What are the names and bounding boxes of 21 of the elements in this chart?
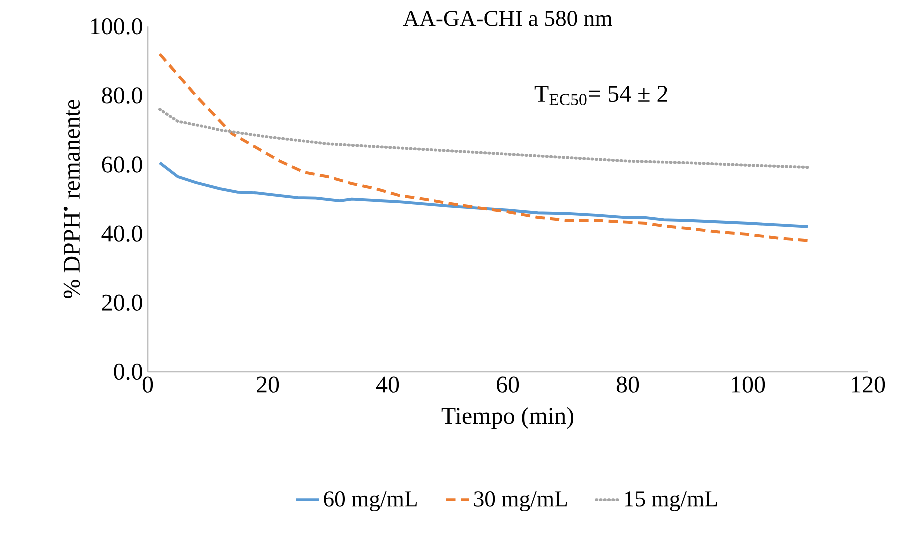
y-tick-label: 80.0 (102, 88, 142, 104)
chart-title: AA-GA-CHI a 580 nm (403, 11, 612, 26)
y-axis-title: % DPPH$^{•}$ remanente (64, 100, 80, 298)
y-tick-label: 0.0 (114, 364, 142, 380)
x-axis-title: Tiempo (min) (442, 407, 574, 430)
annotation: T$_{EC50}$= 54 ± 2 (534, 86, 668, 106)
legend-label: 30 mg/mL (474, 492, 568, 512)
x-tick-label: 40 (376, 376, 400, 393)
x-tick-label: 120 (852, 376, 886, 393)
x-tick-label: 20 (257, 376, 280, 393)
x-tick-label: 80 (616, 376, 640, 393)
line-series (158, 108, 810, 170)
x-tick-label: 0 (142, 376, 154, 393)
legend-label: 60 mg/mL (324, 492, 417, 512)
y-tick-label: 20.0 (102, 294, 142, 312)
legend-label: 15 mg/mL (625, 492, 718, 512)
y-tick-label: 100.0 (91, 18, 142, 35)
x-tick-label: 60 (497, 376, 520, 393)
y-tick-label: 60.0 (102, 156, 142, 173)
y-tick-label: 40.0 (102, 226, 142, 242)
x-tick-label: 100 (732, 376, 766, 393)
